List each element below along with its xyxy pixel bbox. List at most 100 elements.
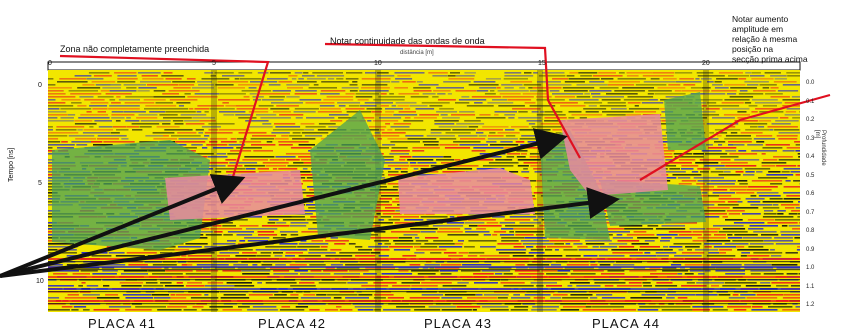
reflection-segment (307, 78, 326, 80)
reflection-segment (761, 162, 787, 164)
reflection-segment (637, 237, 659, 239)
reflection-segment (48, 99, 56, 101)
reflection-segment (794, 141, 800, 143)
reflection-segment (95, 84, 111, 86)
reflection-segment (80, 114, 109, 116)
reflection-segment (488, 135, 504, 137)
reflection-segment (80, 270, 98, 272)
reflection-segment (695, 294, 718, 296)
reflection-segment (291, 174, 317, 176)
reflection-segment (723, 114, 750, 116)
reflection-segment (285, 153, 312, 155)
reflection-segment (518, 117, 542, 119)
reflection-segment (478, 72, 499, 74)
reflection-segment (671, 180, 679, 182)
reflection-segment (795, 306, 800, 308)
reflection-segment (690, 87, 702, 89)
reflection-segment (795, 150, 800, 152)
reflection-segment (626, 234, 655, 236)
reflection-segment (388, 171, 399, 173)
reflection-segment (258, 105, 274, 107)
reflection-segment (204, 111, 209, 113)
reflection-segment (251, 219, 267, 221)
reflection-segment (380, 234, 402, 236)
reflection-segment (71, 309, 79, 311)
reflection-segment (288, 75, 298, 77)
reflection-segment (426, 150, 449, 152)
reflection-segment (126, 126, 139, 128)
reflection-segment (497, 243, 522, 245)
reflection-segment (589, 81, 605, 83)
reflection-segment (138, 87, 157, 89)
reflection-segment (412, 150, 425, 152)
reflection-segment (479, 87, 497, 89)
reflection-segment (453, 141, 481, 143)
reflection-segment (377, 138, 382, 140)
reflection-segment (302, 75, 315, 77)
reflection-segment (511, 297, 531, 299)
reflection-segment (429, 105, 443, 107)
reflection-segment (186, 72, 203, 74)
reflection-segment (727, 252, 738, 254)
reflection-segment (48, 117, 58, 119)
reflection-segment (413, 87, 431, 89)
reflection-segment (722, 108, 750, 110)
reflection-segment (201, 309, 219, 311)
reflection-segment (482, 126, 509, 128)
reflection-segment (626, 114, 641, 116)
reflection-segment (239, 141, 262, 143)
reflection-segment (122, 294, 152, 296)
reflection-segment (123, 270, 148, 272)
reflection-segment (684, 273, 694, 275)
reflection-segment (491, 216, 505, 218)
reflection-segment (201, 126, 221, 128)
reflection-segment (275, 156, 296, 158)
reflection-segment (601, 273, 625, 275)
reflection-segment (794, 237, 800, 239)
reflection-segment (681, 165, 699, 167)
reflection-segment (48, 81, 53, 83)
reflection-segment (688, 225, 708, 227)
reflection-segment (524, 201, 552, 203)
reflection-segment (706, 183, 735, 185)
reflection-segment (398, 111, 416, 113)
reflection-segment (734, 159, 760, 161)
reflection-segment (773, 168, 780, 170)
reflection-segment (733, 222, 765, 224)
reflection-segment (262, 162, 289, 164)
reflection-segment (242, 273, 270, 275)
reflection-segment (121, 273, 148, 275)
reflection-segment (748, 228, 764, 230)
x-tick-label: 0 (48, 60, 52, 67)
reflection-segment (390, 150, 410, 152)
reflection-segment (584, 93, 590, 95)
reflection-segment (782, 150, 795, 152)
reflection-segment (462, 264, 492, 266)
reflection-segment (389, 246, 413, 248)
reflection-segment (330, 249, 342, 251)
reflection-segment (160, 252, 173, 254)
reflection-segment (214, 171, 222, 173)
reflection-segment (677, 177, 691, 179)
reflection-segment (660, 162, 692, 164)
reflection-segment (248, 102, 269, 104)
reflection-segment (741, 156, 770, 158)
reflection-segment (262, 123, 272, 125)
reflection-segment (751, 180, 783, 182)
deep-reflector (48, 258, 800, 260)
reflection-segment (732, 240, 764, 242)
reflection-segment (790, 171, 800, 173)
reflection-segment (74, 123, 97, 125)
reflection-segment (140, 81, 172, 83)
reflection-segment (704, 165, 725, 167)
reflection-segment (152, 273, 183, 275)
reflection-segment (68, 249, 77, 251)
reflection-segment (774, 237, 793, 239)
reflection-segment (281, 306, 291, 308)
reflection-segment (377, 186, 387, 188)
reflection-segment (118, 99, 140, 101)
reflection-segment (498, 105, 525, 107)
reflection-segment (222, 75, 245, 77)
reflection-segment (316, 294, 327, 296)
reflection-segment (478, 78, 486, 80)
